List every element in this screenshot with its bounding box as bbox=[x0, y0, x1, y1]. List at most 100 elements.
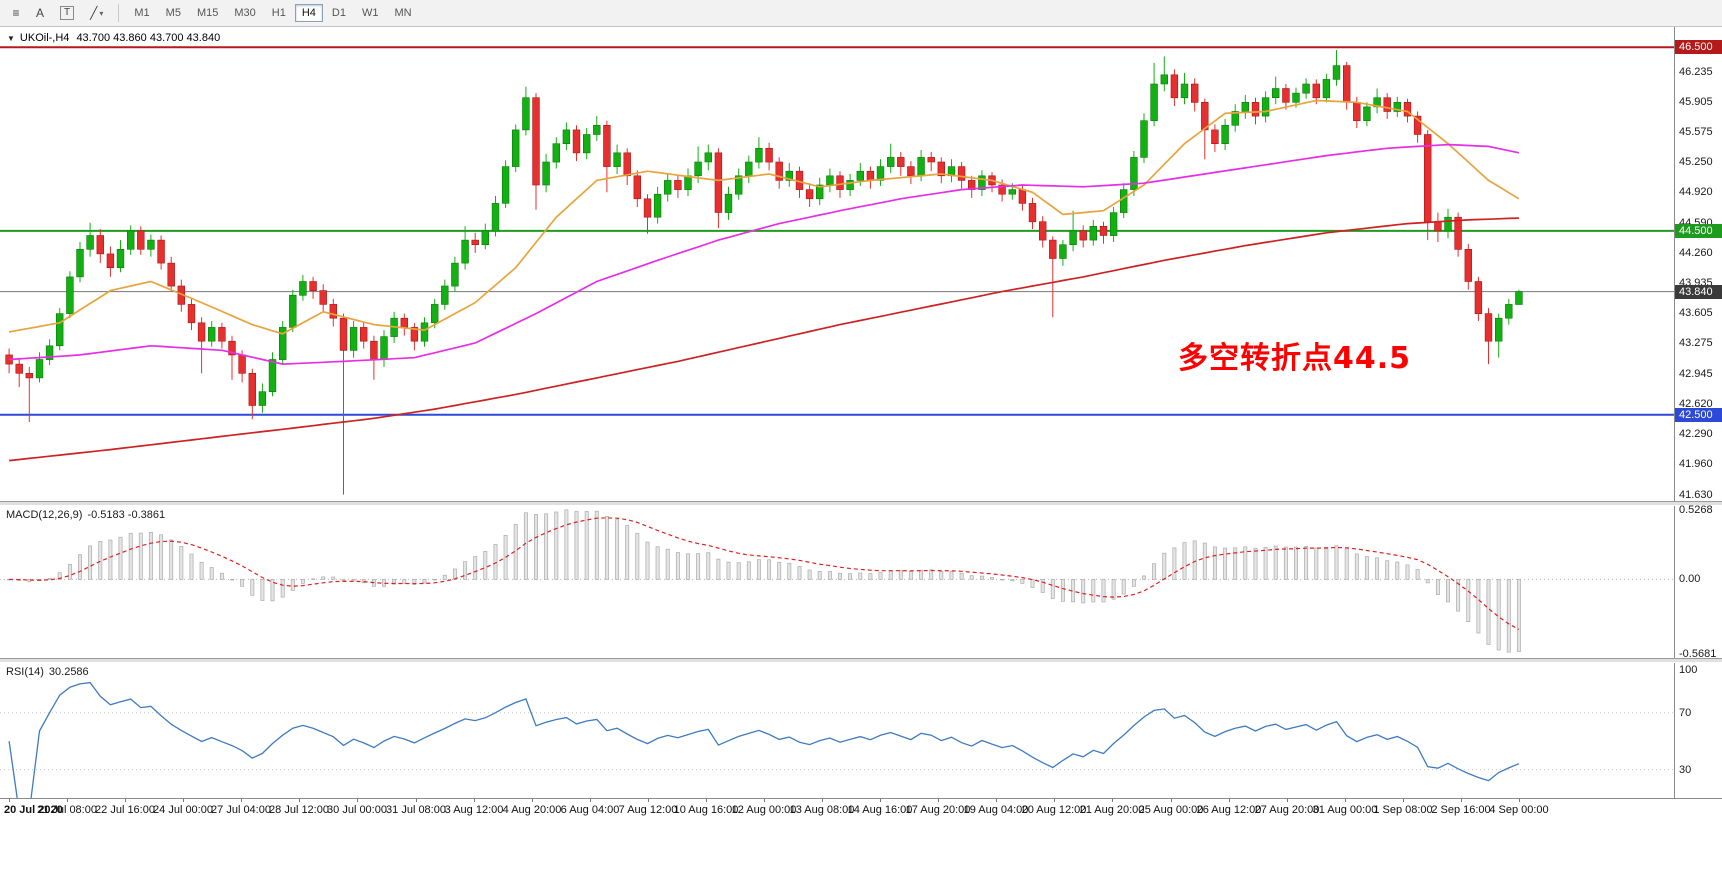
time-tick bbox=[1171, 799, 1172, 802]
candle bbox=[208, 327, 216, 342]
timeframe-d1[interactable]: D1 bbox=[325, 4, 353, 22]
candle bbox=[86, 235, 94, 250]
candle bbox=[66, 276, 74, 314]
timeframe-mn[interactable]: MN bbox=[387, 4, 418, 22]
candle bbox=[76, 249, 84, 278]
rsi-plot-area[interactable] bbox=[0, 663, 1675, 798]
candle bbox=[430, 304, 439, 324]
rsi-axis-label: 100 bbox=[1679, 664, 1698, 676]
text-label-tool[interactable]: A bbox=[29, 3, 51, 23]
chart-list-icon[interactable]: ≡ bbox=[5, 3, 27, 23]
price-axis-label: 42.290 bbox=[1679, 428, 1713, 440]
time-axis-label: 20 Jul 2020 bbox=[4, 804, 63, 816]
time-axis-label: 4 Sep 00:00 bbox=[1489, 804, 1549, 816]
candle bbox=[1495, 317, 1503, 342]
timeframe-m30[interactable]: M30 bbox=[227, 4, 262, 22]
macd-axis-label: -0.5681 bbox=[1679, 648, 1717, 660]
candle bbox=[491, 203, 500, 232]
candle bbox=[745, 161, 753, 177]
collapse-chart-icon[interactable]: ▼ bbox=[7, 34, 15, 43]
timeframe-h4[interactable]: H4 bbox=[294, 4, 323, 22]
candle bbox=[1008, 189, 1017, 195]
panel-divider[interactable] bbox=[0, 501, 1722, 506]
candle bbox=[1221, 125, 1229, 145]
macd-canvas[interactable] bbox=[0, 506, 1674, 658]
candle bbox=[268, 359, 277, 393]
timeframe-m5[interactable]: M5 bbox=[159, 4, 188, 22]
time-axis-label: 27 Aug 20:00 bbox=[1254, 804, 1320, 816]
price-axis-label: 41.960 bbox=[1679, 458, 1713, 470]
candle bbox=[1069, 230, 1077, 245]
candles bbox=[5, 50, 1523, 495]
candle bbox=[1089, 226, 1098, 241]
time-axis-label: 10 Aug 16:00 bbox=[673, 804, 739, 816]
text-frame-glyph: T bbox=[60, 6, 75, 20]
candle bbox=[927, 157, 935, 163]
price-axis-label: 43.605 bbox=[1679, 307, 1713, 319]
candle bbox=[907, 166, 915, 177]
macd-plot-area[interactable] bbox=[0, 506, 1675, 658]
candle bbox=[674, 180, 682, 190]
candle bbox=[572, 129, 581, 154]
candle bbox=[157, 239, 165, 264]
candle bbox=[623, 152, 631, 177]
candle bbox=[957, 166, 966, 181]
time-tick bbox=[706, 799, 707, 802]
candle bbox=[1028, 203, 1037, 223]
ma-slow-red[interactable] bbox=[9, 217, 1519, 462]
candle bbox=[734, 175, 743, 195]
time-axis-label: 19 Aug 04:00 bbox=[963, 804, 1029, 816]
candle bbox=[1393, 102, 1402, 112]
candle bbox=[815, 184, 824, 200]
price-axis-label: 45.905 bbox=[1679, 96, 1713, 108]
timeframe-m15[interactable]: M15 bbox=[190, 4, 225, 22]
macd-title-label: MACD(12,26,9) bbox=[6, 509, 83, 521]
time-tick bbox=[9, 799, 10, 802]
candle bbox=[1018, 189, 1027, 204]
annotation-text: 多空转折点44.5 bbox=[1178, 341, 1412, 376]
candle bbox=[552, 143, 561, 163]
candle bbox=[633, 175, 642, 200]
candle bbox=[603, 125, 611, 167]
candle bbox=[866, 170, 875, 181]
main-plot-area[interactable] bbox=[0, 27, 1675, 501]
candle bbox=[339, 317, 348, 351]
candle bbox=[937, 161, 946, 177]
timeframe-h1[interactable]: H1 bbox=[265, 4, 293, 22]
text-frame-tool[interactable]: T bbox=[53, 3, 81, 23]
candle bbox=[1505, 304, 1513, 319]
price-axis-label: 41.630 bbox=[1679, 489, 1713, 501]
price-axis-label: 42.945 bbox=[1679, 368, 1713, 380]
rsi-canvas[interactable] bbox=[0, 663, 1674, 798]
timeframe-w1[interactable]: W1 bbox=[355, 4, 386, 22]
time-tick bbox=[1229, 799, 1230, 802]
macd-signal-line bbox=[9, 517, 1520, 630]
time-tick bbox=[822, 799, 823, 802]
candle bbox=[116, 249, 125, 269]
time-tick bbox=[1403, 799, 1404, 802]
candle bbox=[187, 304, 196, 324]
price-chart-canvas[interactable] bbox=[0, 27, 1674, 501]
candle bbox=[1312, 83, 1321, 99]
price-axis-label: 43.275 bbox=[1679, 337, 1713, 349]
time-axis-label: 20 Aug 12:00 bbox=[1021, 804, 1087, 816]
candle bbox=[1130, 157, 1138, 190]
candle bbox=[35, 359, 44, 379]
panel-divider[interactable] bbox=[0, 658, 1722, 663]
candle bbox=[765, 148, 773, 163]
ma-fast-orange[interactable] bbox=[8, 99, 1520, 335]
timeframe-group: M1 M5 M15 M30 H1 H4 D1 W1 MN bbox=[126, 4, 419, 22]
time-tick bbox=[648, 799, 649, 802]
time-tick bbox=[996, 799, 997, 802]
candle bbox=[1049, 239, 1057, 259]
candle bbox=[785, 170, 794, 181]
trendline-tool[interactable]: ╱ ▾ bbox=[83, 3, 110, 23]
candle bbox=[45, 345, 54, 360]
time-axis[interactable]: 20 Jul 2020 21 Jul 08:00 22 Jul 16:00 24 Ju… bbox=[0, 798, 1722, 819]
candle bbox=[319, 290, 327, 305]
ma-mid-magenta[interactable] bbox=[9, 143, 1520, 365]
candle bbox=[218, 327, 226, 342]
rsi-axis: 100 70 30 bbox=[1675, 663, 1722, 798]
timeframe-m1[interactable]: M1 bbox=[127, 4, 156, 22]
candle bbox=[147, 239, 155, 250]
